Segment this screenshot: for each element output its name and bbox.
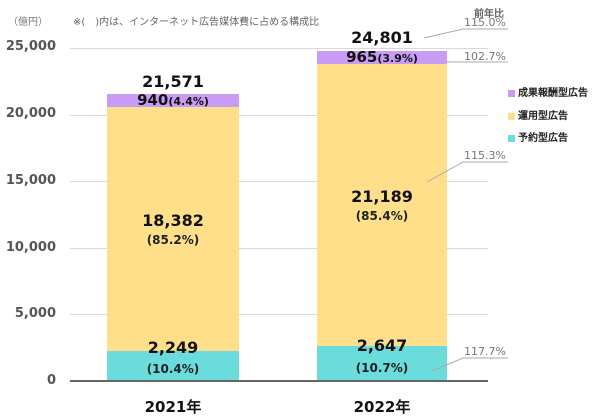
x-axis (70, 380, 488, 382)
yoy-unyo: 115.3% (464, 149, 506, 162)
segment-value: 21,189 (351, 187, 413, 206)
bar-2021: 940(4.4%) 18,382 (85.2%) 2,249 (10.4%) (107, 91, 239, 381)
segment-yoyaku: 2,249 (10.4%) (107, 338, 239, 381)
gridline (70, 115, 488, 116)
y-tick: 10,000 (5, 240, 56, 255)
segment-value: 2,647 (356, 336, 408, 355)
segment-seika: 940(4.4%) (107, 91, 239, 109)
yoy-yoyaku: 117.7% (464, 345, 506, 358)
legend-item-seika: 成果報酬型広告 (508, 84, 588, 99)
yoy-total: 115.0% (464, 16, 506, 29)
x-label: 2021年 (144, 398, 202, 416)
y-tick: 0 (46, 373, 56, 388)
y-axis-unit: （億円） (8, 17, 48, 28)
bar-total: 24,801 (351, 28, 413, 47)
segment-seika: 965(3.9%) (317, 48, 447, 66)
gridline (70, 314, 488, 315)
segment-pct: (85.4%) (355, 209, 409, 223)
bar-2022: 965(3.9%) 21,189 (85.4%) 2,647 (10.7%) (317, 48, 447, 381)
y-tick: 15,000 (5, 173, 56, 188)
legend-item-unyo: 運用型広告 (508, 107, 568, 122)
segment-value: 18,382 (142, 211, 204, 230)
gridline (70, 248, 488, 249)
yoy-title: 前年比 (474, 9, 504, 20)
legend-swatch (508, 134, 515, 142)
legend-swatch (508, 89, 515, 97)
yoy-seika: 102.7% (464, 50, 506, 63)
x-label: 2022年 (353, 398, 411, 416)
y-tick: 25,000 (5, 39, 56, 54)
segment-unyo: 18,382 (85.2%) (107, 107, 239, 351)
gridline (70, 181, 488, 182)
segment-label: 965(3.9%) (346, 48, 418, 66)
legend-swatch (508, 112, 515, 120)
segment-pct: (10.7%) (355, 361, 409, 375)
y-tick: 5,000 (14, 306, 56, 321)
chart-note: ※( )内は、インターネット広告媒体費に占める構成比 (73, 17, 320, 28)
segment-unyo: 21,189 (85.4%) (317, 64, 447, 346)
y-tick: 20,000 (5, 106, 56, 121)
segment-yoyaku: 2,647 (10.7%) (317, 336, 447, 381)
gridline (70, 48, 488, 49)
segment-value: 2,249 (147, 338, 199, 357)
legend-item-yoyaku: 予約型広告 (508, 129, 568, 144)
bar-total: 21,571 (142, 72, 204, 91)
segment-pct: (85.2%) (146, 233, 200, 247)
segment-label: 940(4.4%) (137, 91, 209, 109)
segment-pct: (10.4%) (146, 362, 200, 376)
